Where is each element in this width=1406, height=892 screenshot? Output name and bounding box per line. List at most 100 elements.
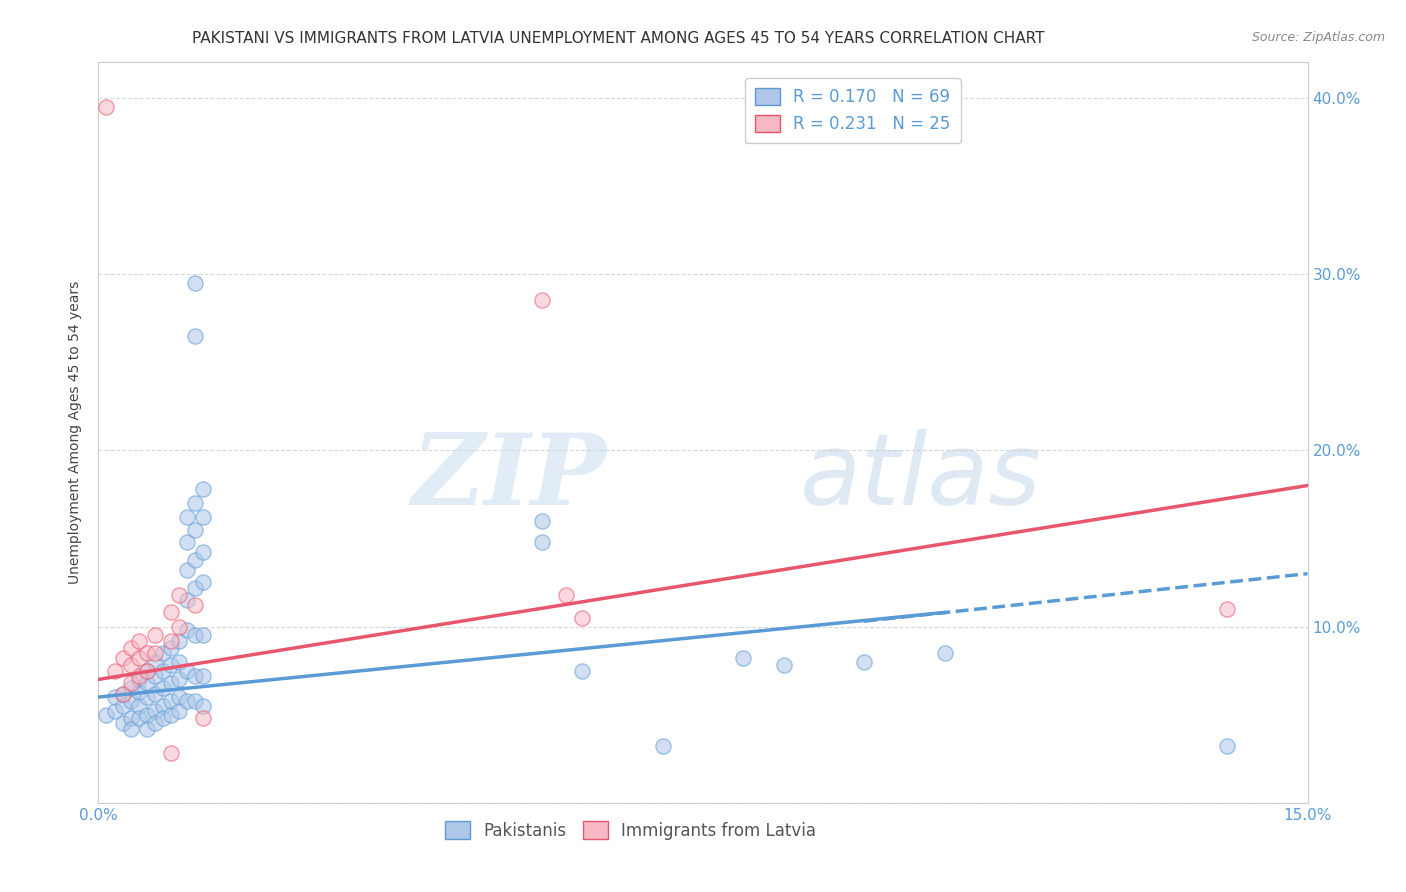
Point [530, 535, 553, 549]
Point [128, 685, 150, 699]
Point [135, 722, 157, 736]
Point [120, 676, 142, 690]
Point [128, 651, 150, 665]
Legend: Pakistanis, Immigrants from Latvia: Pakistanis, Immigrants from Latvia [439, 814, 823, 847]
Point [120, 640, 142, 655]
Point [103, 704, 125, 718]
Point [193, 628, 215, 642]
Point [571, 664, 593, 678]
Point [128, 673, 150, 687]
Point [135, 664, 157, 678]
Point [167, 619, 190, 633]
Point [160, 747, 183, 761]
Point [193, 575, 215, 590]
Point [193, 698, 215, 713]
Point [135, 690, 157, 704]
Point [152, 698, 174, 713]
Point [143, 646, 166, 660]
Text: Source: ZipAtlas.com: Source: ZipAtlas.com [1251, 31, 1385, 45]
Point [176, 535, 198, 549]
Point [184, 693, 207, 707]
Point [135, 676, 157, 690]
Point [143, 669, 166, 683]
Point [128, 698, 150, 713]
Point [103, 690, 125, 704]
Point [176, 693, 198, 707]
Point [167, 704, 190, 718]
Point [111, 686, 134, 700]
Point [193, 510, 215, 524]
Point [176, 593, 198, 607]
Point [152, 664, 174, 678]
Point [143, 716, 166, 731]
Point [167, 588, 190, 602]
Point [184, 599, 207, 613]
Point [135, 707, 157, 722]
Text: PAKISTANI VS IMMIGRANTS FROM LATVIA UNEMPLOYMENT AMONG AGES 45 TO 54 YEARS CORRE: PAKISTANI VS IMMIGRANTS FROM LATVIA UNEM… [193, 31, 1045, 46]
Point [530, 514, 553, 528]
Point [103, 664, 125, 678]
Point [96, 707, 118, 722]
Point [152, 711, 174, 725]
Point [193, 545, 215, 559]
Point [120, 711, 142, 725]
Point [555, 588, 578, 602]
Y-axis label: Unemployment Among Ages 45 to 54 years: Unemployment Among Ages 45 to 54 years [69, 281, 83, 584]
Point [176, 510, 198, 524]
Point [111, 698, 134, 713]
Text: ZIP: ZIP [412, 429, 606, 525]
Point [184, 496, 207, 510]
Point [934, 646, 956, 660]
Point [193, 711, 215, 725]
Point [184, 669, 207, 683]
Point [160, 658, 183, 673]
Point [143, 686, 166, 700]
Point [176, 623, 198, 637]
Point [193, 482, 215, 496]
Point [167, 673, 190, 687]
Point [184, 552, 207, 566]
Point [135, 646, 157, 660]
Point [184, 328, 207, 343]
Point [167, 690, 190, 704]
Point [167, 633, 190, 648]
Point [160, 693, 183, 707]
Point [120, 722, 142, 736]
Point [184, 523, 207, 537]
Point [152, 681, 174, 696]
Point [193, 669, 215, 683]
Text: atlas: atlas [800, 428, 1042, 525]
Point [167, 655, 190, 669]
Point [1216, 739, 1239, 754]
Point [143, 628, 166, 642]
Point [176, 664, 198, 678]
Point [143, 704, 166, 718]
Point [96, 99, 118, 113]
Point [853, 655, 876, 669]
Point [176, 563, 198, 577]
Point [111, 686, 134, 700]
Point [120, 681, 142, 696]
Point [184, 581, 207, 595]
Point [651, 739, 673, 754]
Point [571, 610, 593, 624]
Point [135, 664, 157, 678]
Point [733, 651, 755, 665]
Point [184, 276, 207, 290]
Point [160, 633, 183, 648]
Point [160, 707, 183, 722]
Point [128, 711, 150, 725]
Point [128, 669, 150, 683]
Point [111, 716, 134, 731]
Point [1216, 602, 1239, 616]
Point [184, 628, 207, 642]
Point [111, 651, 134, 665]
Point [160, 676, 183, 690]
Point [160, 606, 183, 620]
Point [530, 293, 553, 308]
Point [160, 640, 183, 655]
Point [143, 655, 166, 669]
Point [120, 693, 142, 707]
Point [120, 658, 142, 673]
Point [772, 658, 794, 673]
